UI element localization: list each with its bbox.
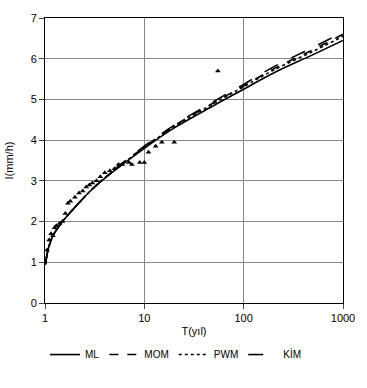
svg-text:10: 10: [138, 312, 150, 324]
svg-text:100: 100: [234, 312, 252, 324]
svg-text:ML: ML: [85, 349, 99, 360]
svg-text:6: 6: [31, 53, 37, 65]
svg-text:MOM: MOM: [144, 349, 168, 360]
svg-text:1: 1: [42, 312, 48, 324]
svg-text:7: 7: [31, 12, 37, 24]
svg-text:5: 5: [31, 93, 37, 105]
svg-text:1000: 1000: [331, 312, 355, 324]
svg-text:T(yıl): T(yıl): [181, 325, 206, 337]
svg-text:0: 0: [31, 297, 37, 309]
svg-text:1: 1: [31, 256, 37, 268]
svg-text:I(mm/h): I(mm/h): [3, 142, 15, 180]
svg-text:2: 2: [31, 215, 37, 227]
svg-text:PWM: PWM: [214, 349, 238, 360]
svg-text:4: 4: [31, 134, 37, 146]
svg-text:3: 3: [31, 175, 37, 187]
svg-text:KİM: KİM: [283, 348, 301, 360]
